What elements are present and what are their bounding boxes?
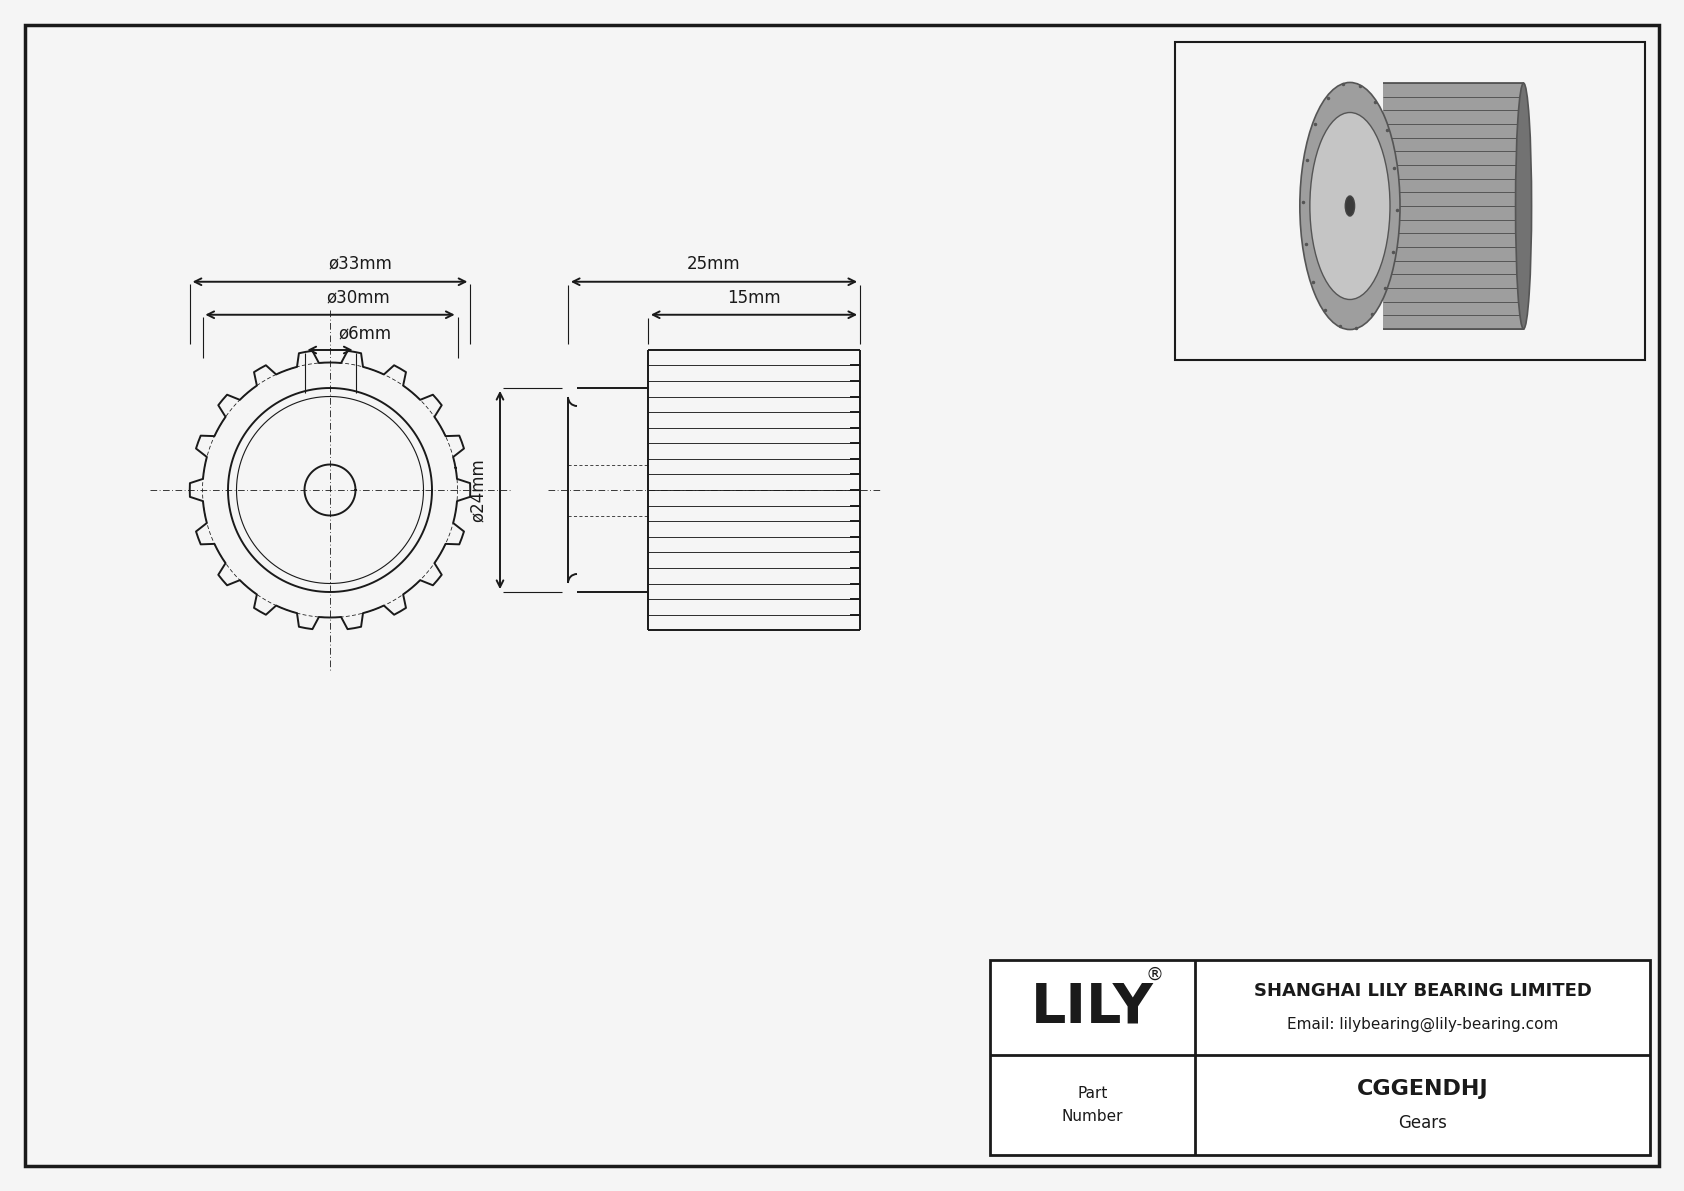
Bar (1175, 42, 1645, 360)
Text: LILY: LILY (1031, 980, 1154, 1035)
Text: Email: lilybearing@lily-bearing.com: Email: lilybearing@lily-bearing.com (1287, 1017, 1558, 1033)
Ellipse shape (1516, 83, 1531, 329)
Text: SHANGHAI LILY BEARING LIMITED: SHANGHAI LILY BEARING LIMITED (1253, 981, 1591, 999)
Text: Part
Number: Part Number (1061, 1086, 1123, 1123)
Text: ®: ® (1145, 966, 1164, 984)
Text: 25mm: 25mm (687, 255, 741, 273)
Bar (990, 960, 1650, 1155)
Ellipse shape (1310, 112, 1389, 299)
Text: 15mm: 15mm (727, 288, 781, 307)
Bar (1383, 83, 1524, 329)
Text: CGGENDHJ: CGGENDHJ (1357, 1079, 1489, 1099)
Text: Gears: Gears (1398, 1114, 1447, 1131)
Ellipse shape (1346, 197, 1354, 216)
Ellipse shape (1300, 82, 1399, 330)
Text: ø30mm: ø30mm (327, 288, 391, 307)
Text: ø24mm: ø24mm (470, 459, 487, 522)
Text: ø6mm: ø6mm (338, 324, 392, 342)
Text: ø33mm: ø33mm (328, 255, 392, 273)
